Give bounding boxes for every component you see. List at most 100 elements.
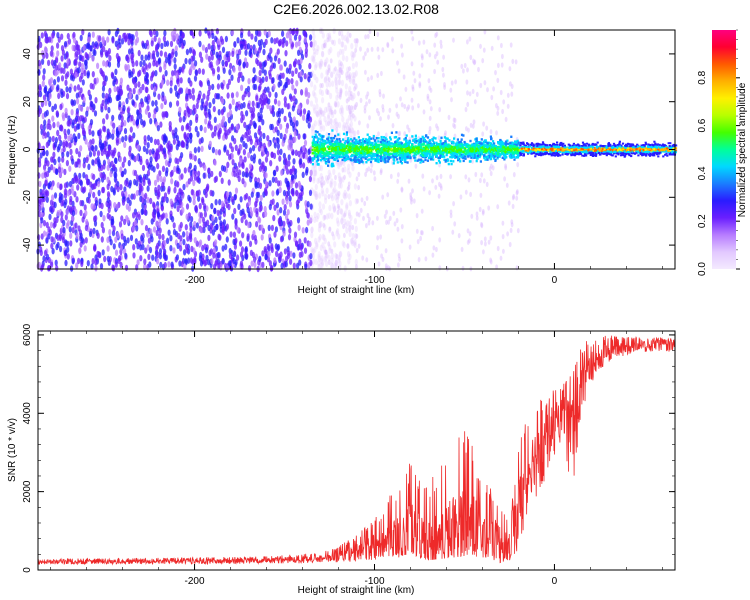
spectrogram-cell bbox=[159, 144, 163, 151]
spectrogram-cell bbox=[398, 130, 402, 136]
spectrogram-cell bbox=[151, 254, 155, 261]
spectrogram-cell bbox=[259, 194, 263, 202]
spectrogram-cell bbox=[328, 247, 332, 254]
spectrogram-cell bbox=[121, 199, 126, 206]
spectrogram-cell bbox=[94, 265, 98, 272]
spectrogram-cell bbox=[197, 93, 201, 101]
spectrogram-cell bbox=[339, 61, 343, 67]
spectrogram-cell bbox=[213, 263, 217, 270]
spectrogram-cell bbox=[343, 232, 346, 238]
spectrogram-cell bbox=[46, 123, 50, 130]
spectrogram-cell bbox=[75, 92, 79, 99]
spectrogram-cell bbox=[435, 175, 439, 181]
spectrogram-cell bbox=[54, 70, 58, 77]
spectrogram-cell bbox=[293, 88, 297, 95]
spectrogram-cell bbox=[329, 262, 334, 269]
spectrogram-cell bbox=[340, 107, 344, 114]
spectrogram-cell bbox=[449, 213, 453, 219]
spectrogram-cell bbox=[345, 36, 349, 43]
spectrogram-cell bbox=[311, 135, 314, 139]
spectrogram-cell bbox=[204, 27, 208, 34]
spectrogram-cell bbox=[465, 126, 468, 132]
spectrogram-cell bbox=[77, 48, 81, 55]
spectrogram-cell bbox=[329, 117, 333, 125]
spectrogram-cell bbox=[178, 66, 182, 74]
spectrogram-cell bbox=[95, 199, 99, 207]
spectrogram-cell bbox=[180, 125, 185, 132]
spectrogram-cell bbox=[211, 229, 215, 236]
spectrogram-cell bbox=[216, 83, 220, 90]
spectrogram-cell bbox=[57, 92, 61, 100]
spectrogram-cell bbox=[106, 245, 110, 252]
spectrogram-cell bbox=[488, 166, 492, 172]
spectrogram-cell bbox=[328, 139, 331, 143]
spectrogram-cell bbox=[312, 39, 316, 46]
spectrogram-cell bbox=[351, 165, 355, 172]
spectrogram-cell bbox=[42, 255, 46, 262]
spectrogram-cell bbox=[250, 33, 254, 40]
spectrogram-cell bbox=[389, 173, 393, 179]
spectrogram-cell bbox=[135, 154, 139, 161]
spectrogram-cell bbox=[356, 129, 360, 135]
spectrogram-cell bbox=[377, 131, 380, 137]
spectrogram-cell bbox=[507, 200, 511, 206]
spectrogram-cell bbox=[155, 60, 159, 68]
spectrogram-cell bbox=[345, 131, 349, 134]
spectrogram-cell bbox=[106, 236, 110, 243]
spectrogram-cell bbox=[81, 29, 85, 36]
spectrogram-cell bbox=[132, 78, 136, 85]
spectrogram-cell bbox=[301, 227, 305, 234]
spectrogram-cell bbox=[375, 244, 379, 251]
spectrogram-cell bbox=[161, 233, 165, 241]
spectrogram-cell bbox=[376, 31, 380, 37]
spectrogram-cell bbox=[111, 37, 115, 44]
spectrogram-cell bbox=[348, 212, 352, 219]
spectrogram-cell bbox=[438, 181, 441, 187]
spectrogram-cell bbox=[56, 50, 60, 57]
spectrogram-cell bbox=[59, 245, 63, 253]
spectrogram-cell bbox=[274, 226, 278, 233]
spectrogram-cell bbox=[102, 118, 106, 125]
spectrogram-cell bbox=[327, 48, 331, 55]
spectrogram-cell bbox=[325, 74, 329, 82]
spectrogram-cell bbox=[323, 43, 326, 49]
spectrogram-cell bbox=[56, 32, 60, 39]
spectrogram-cell bbox=[110, 71, 114, 79]
spectrogram-cell bbox=[199, 226, 203, 234]
spectrogram-cell bbox=[182, 115, 186, 123]
spectrogram-cell bbox=[395, 111, 399, 117]
spectrogram-cell bbox=[128, 134, 132, 141]
spectrogram-cell bbox=[279, 123, 283, 130]
spectrogram-cell bbox=[277, 180, 281, 187]
spectrogram-cell bbox=[400, 238, 404, 244]
spectrogram-cell bbox=[445, 153, 448, 157]
spectrogram-cell bbox=[79, 145, 83, 152]
spectrogram-cell bbox=[56, 210, 60, 217]
spectrogram-cell bbox=[323, 214, 327, 220]
spectrogram-cell bbox=[273, 55, 278, 62]
spectrogram-cell bbox=[83, 186, 87, 193]
spectrogram-cell bbox=[53, 192, 58, 199]
spectrogram-cell bbox=[206, 94, 210, 102]
spectrogram-cell bbox=[169, 245, 173, 252]
spectrogram-cell bbox=[489, 235, 493, 241]
spectrogram-cell bbox=[243, 194, 247, 201]
spectrogram-cell bbox=[444, 130, 447, 136]
spectrogram-cell bbox=[231, 159, 235, 166]
spectrogram-cell bbox=[423, 152, 426, 155]
spectrogram-cell bbox=[114, 261, 118, 268]
spectrogram-cell bbox=[135, 211, 139, 219]
spectrogram-cell bbox=[335, 121, 339, 128]
spectrogram-cell bbox=[313, 136, 317, 139]
spectrogram-cell bbox=[318, 221, 322, 229]
spectrogram-cell bbox=[137, 49, 141, 57]
spectrogram-cell bbox=[212, 98, 216, 105]
spectrogram-cell bbox=[334, 73, 339, 80]
spectrogram-cell bbox=[335, 94, 339, 101]
spectrogram-cell bbox=[169, 210, 173, 217]
spectrogram-cell bbox=[314, 133, 317, 136]
spectrogram-cell bbox=[248, 147, 253, 154]
spectrogram-cell bbox=[183, 109, 187, 117]
spectrogram-cell bbox=[494, 158, 497, 162]
spectrogram-cell bbox=[348, 109, 352, 115]
